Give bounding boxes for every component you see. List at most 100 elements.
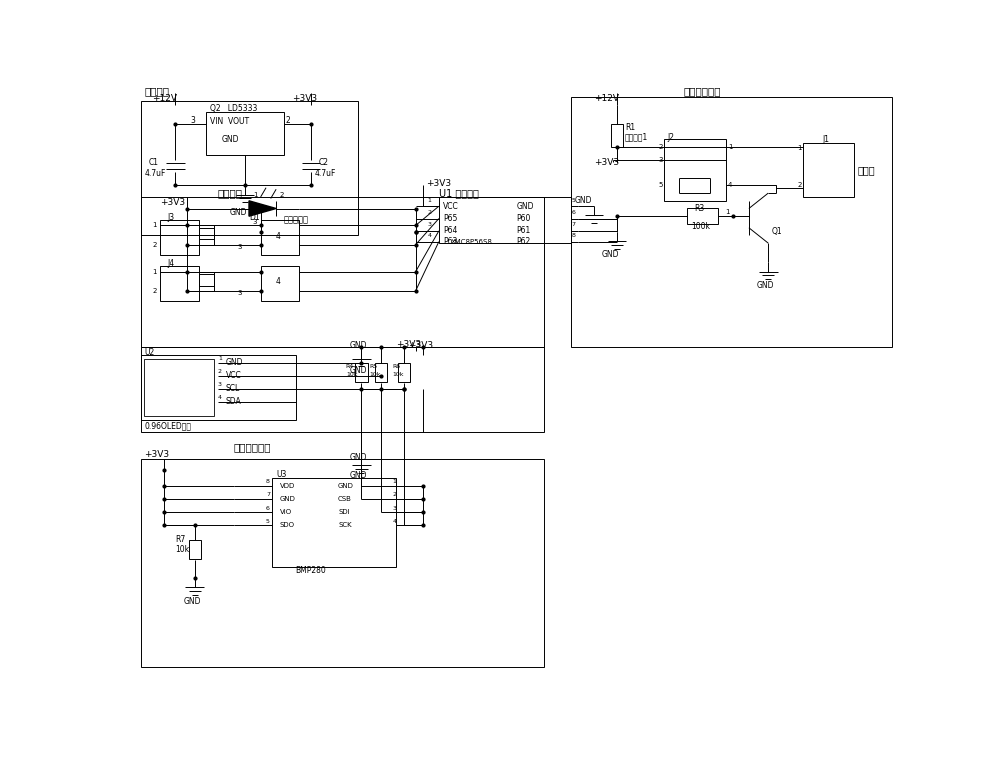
Text: 3: 3 [218, 382, 222, 388]
Text: GND: GND [222, 135, 239, 143]
Bar [140, 101, 358, 236]
Text: 加热膜: 加热膜 [857, 165, 875, 175]
Text: 3: 3 [658, 157, 663, 163]
Text: 温度控制单元: 温度控制单元 [683, 86, 720, 95]
Text: GND: GND [338, 483, 354, 489]
Text: R7: R7 [175, 535, 186, 544]
Text: 4: 4 [392, 518, 396, 524]
Text: +12V: +12V [152, 94, 177, 103]
Bar [571, 97, 892, 347]
Text: 1: 1 [392, 480, 396, 484]
Text: 1: 1 [152, 222, 157, 229]
Text: 10k: 10k [369, 371, 381, 377]
Text: 6: 6 [571, 210, 575, 215]
Bar [160, 267, 199, 301]
Text: 8: 8 [266, 480, 270, 484]
Bar [206, 112, 284, 154]
Text: +3V3: +3V3 [396, 340, 421, 350]
Text: U1 主控单元: U1 主控单元 [439, 188, 479, 198]
Text: C2: C2 [319, 158, 329, 167]
Bar [261, 267, 299, 301]
Polygon shape [249, 201, 276, 216]
Text: 1: 1 [726, 209, 730, 215]
Text: VCC: VCC [226, 371, 242, 380]
Text: R5: R5 [369, 363, 377, 369]
Text: 2: 2 [798, 182, 802, 188]
Bar [803, 143, 854, 197]
Text: SDO: SDO [280, 522, 295, 528]
Text: 10k: 10k [175, 545, 190, 554]
Text: J3: J3 [168, 213, 175, 222]
Bar [140, 347, 544, 432]
Text: 1: 1 [218, 356, 222, 361]
Text: SCK: SCK [338, 522, 352, 528]
Text: 2: 2 [427, 210, 431, 215]
Text: 4: 4 [728, 182, 732, 188]
Text: 7: 7 [571, 222, 575, 227]
Text: 3: 3 [427, 222, 431, 227]
Text: 2: 2 [392, 492, 396, 498]
Text: 100k: 100k [691, 222, 710, 231]
Text: U2: U2 [144, 348, 155, 357]
Text: U3: U3 [276, 470, 287, 479]
Text: GND: GND [183, 597, 201, 606]
Text: 0.96OLED模块: 0.96OLED模块 [144, 421, 191, 430]
Text: 1: 1 [253, 192, 257, 198]
Text: P63: P63 [443, 237, 457, 246]
Text: +3V3: +3V3 [426, 179, 451, 188]
Text: CSB: CSB [338, 496, 352, 501]
Bar [199, 274, 214, 285]
Text: R4: R4 [346, 363, 354, 369]
Text: SDA: SDA [226, 398, 242, 406]
Text: 10k: 10k [392, 371, 404, 377]
Text: 4: 4 [427, 233, 431, 238]
Text: 4: 4 [276, 232, 281, 242]
Text: 稳压单元: 稳压单元 [144, 86, 169, 95]
Text: +3V3: +3V3 [292, 94, 317, 103]
Text: R6: R6 [392, 363, 400, 369]
Text: GND: GND [350, 471, 367, 480]
Text: 1: 1 [798, 146, 802, 151]
Text: J1: J1 [822, 135, 830, 143]
Bar [140, 355, 296, 420]
Text: 4: 4 [276, 277, 281, 286]
Text: 5: 5 [658, 182, 663, 188]
Text: 气温采集单元: 气温采集单元 [234, 443, 271, 452]
Text: P60: P60 [516, 214, 531, 223]
Text: BMP280: BMP280 [296, 566, 326, 575]
Text: 1: 1 [427, 198, 431, 202]
Text: +3V3: +3V3 [160, 198, 185, 207]
Text: GND: GND [230, 208, 247, 217]
Text: 2: 2 [152, 242, 156, 248]
Text: 2: 2 [658, 144, 663, 150]
Text: J2: J2 [668, 133, 674, 142]
Text: 7: 7 [266, 492, 270, 498]
Text: 3: 3 [191, 116, 196, 126]
Text: 1: 1 [728, 144, 732, 150]
Text: 6: 6 [266, 505, 270, 511]
Text: GND: GND [602, 250, 619, 259]
Bar [611, 124, 623, 147]
Text: GND: GND [757, 281, 774, 290]
Text: GND: GND [350, 341, 367, 350]
Text: P65: P65 [443, 214, 457, 223]
Bar [375, 363, 387, 382]
Text: 2: 2 [280, 192, 284, 198]
Text: SDI: SDI [338, 509, 350, 515]
Text: 2: 2 [285, 116, 290, 126]
Text: 3: 3 [237, 290, 242, 296]
Text: J4: J4 [168, 260, 175, 268]
Text: 4: 4 [218, 395, 222, 401]
Text: R3: R3 [695, 204, 705, 213]
Bar [355, 363, 368, 382]
Bar [439, 197, 571, 243]
Bar [199, 228, 214, 239]
Text: C1: C1 [148, 158, 158, 167]
Bar [272, 478, 396, 567]
Text: 1: 1 [152, 269, 157, 274]
Text: GND: GND [516, 202, 534, 211]
Text: VCC: VCC [443, 202, 458, 211]
Bar [687, 208, 718, 224]
Text: +3V3: +3V3 [144, 450, 170, 460]
Text: GND: GND [574, 196, 592, 205]
